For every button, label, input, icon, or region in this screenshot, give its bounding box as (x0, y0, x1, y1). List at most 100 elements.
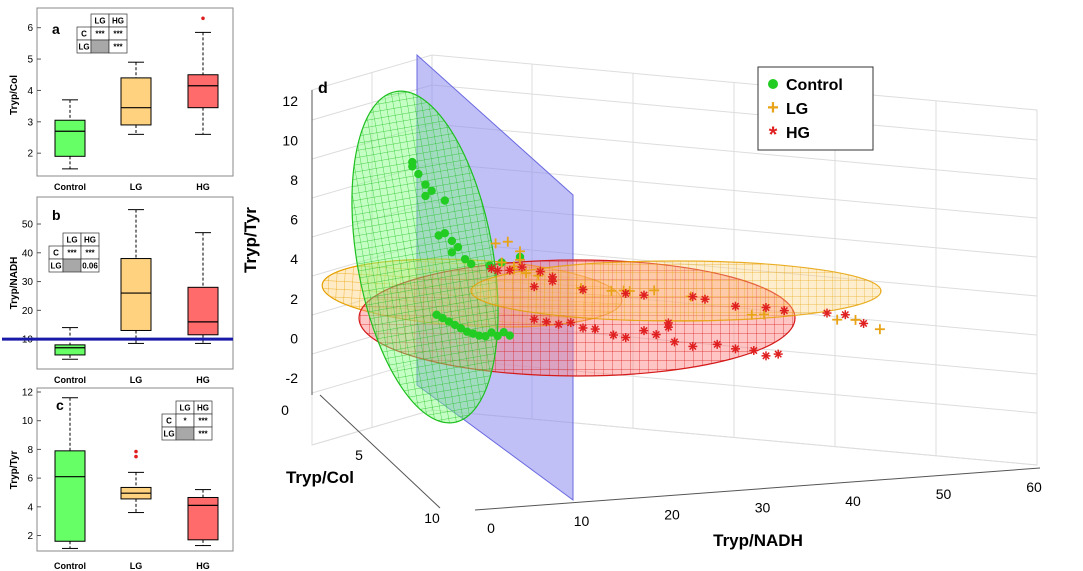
sig-row-label: C (81, 30, 87, 39)
point-hg (700, 294, 710, 304)
x-tick-label: 60 (1026, 479, 1042, 495)
point-control (447, 236, 457, 246)
panel-a-x-ticks: Control LG HG (54, 182, 210, 192)
sig-cell-value: *** (85, 249, 95, 258)
legend-label-control: Control (786, 77, 843, 94)
point-hg (505, 265, 515, 275)
point-hg (688, 292, 698, 302)
box-control (54, 450, 86, 542)
point-control (460, 254, 470, 264)
sig-cell-value: *** (95, 30, 105, 39)
point-hg (541, 317, 551, 327)
panel-b-x-ticks: Control LG HG (54, 375, 210, 385)
point-lg (490, 238, 501, 249)
legend-marker-lg: + (767, 97, 779, 119)
panel-c-ylabel: Tryp/Tyr (9, 451, 20, 490)
panel-d-y-ticks: 0 5 10 (281, 402, 440, 526)
box-lg (120, 77, 152, 126)
point-hg (639, 326, 649, 336)
panel-d-ellipsoid-lg-front (470, 260, 882, 322)
legend-label-hg: HG (786, 125, 810, 142)
x-tick-label: 40 (845, 493, 861, 509)
panel-a-ylabel: Tryp/Col (9, 75, 20, 115)
point-hg (548, 276, 557, 286)
sig-header-label: LG (94, 17, 105, 26)
panel-d-xlabel: Tryp/NADH (713, 531, 803, 550)
point-hg (749, 345, 759, 355)
y-tick-label: 5 (355, 447, 363, 463)
point-control (453, 242, 463, 252)
point-lg (502, 236, 513, 247)
point-hg (712, 339, 722, 349)
y-tick-label: 4 (27, 502, 33, 513)
panel-b-boxes (54, 209, 219, 360)
point-lg (533, 270, 544, 281)
panel-d-axes (311, 90, 1041, 511)
legend-marker-control (768, 79, 778, 89)
sig-header-label: LG (179, 404, 190, 413)
point-lg (521, 268, 532, 279)
point-hg (590, 324, 600, 334)
point-lg (746, 309, 757, 320)
legend-box (757, 66, 874, 151)
sig-header-label: HG (197, 404, 209, 413)
point-control (438, 313, 447, 323)
x-tick-label: 10 (574, 513, 590, 529)
sig-cell-value: *** (113, 30, 123, 39)
z-tick-label: 2 (290, 291, 298, 307)
point-hg (651, 330, 661, 340)
panel-d-ylabel: Tryp/Col (286, 468, 354, 487)
point-lg (515, 246, 525, 257)
panel-c-x-ticks: Control LG HG (54, 561, 210, 571)
panel-c-letter: c (56, 397, 64, 413)
point-control (481, 332, 490, 341)
x-tick-label: HG (196, 182, 210, 192)
point-control (414, 169, 423, 179)
panel-d-letter: d (318, 80, 328, 97)
panel-d-zlabel: Tryp/Tyr (241, 207, 260, 273)
point-lg (496, 257, 507, 268)
z-tick-label: 12 (282, 93, 298, 109)
panel-d-z-ticks: -2 0 2 4 6 8 10 12 (282, 93, 298, 386)
z-tick-label: 10 (282, 132, 298, 148)
point-hg (822, 308, 832, 318)
sig-cell (193, 426, 213, 441)
sig-row-label: LG (163, 430, 174, 439)
sig-cell-value: * (183, 417, 187, 426)
z-tick-label: 4 (290, 251, 298, 267)
x-tick-label: LG (130, 182, 143, 192)
sig-cell-value: *** (198, 430, 208, 439)
point-hg (859, 318, 869, 328)
box-hg (187, 74, 219, 109)
point-hg (639, 290, 649, 300)
x-tick-label: Control (54, 375, 86, 385)
point-hg (529, 282, 539, 292)
point-control (408, 162, 417, 171)
point-control (493, 331, 502, 341)
point-hg (840, 310, 850, 320)
sig-cell (175, 426, 195, 441)
point-control (487, 328, 496, 337)
point-hg (578, 323, 588, 333)
x-tick-label: 30 (755, 500, 771, 516)
point-control (427, 186, 436, 196)
x-tick-label: Control (54, 182, 86, 192)
point-hg (493, 266, 503, 276)
point-control (432, 310, 441, 319)
x-tick-label: 0 (487, 520, 495, 536)
point-hg (731, 344, 740, 354)
box-control (54, 119, 86, 157)
point-hg (535, 267, 545, 277)
point-hg (761, 351, 771, 361)
z-tick-label: 6 (290, 212, 298, 228)
point-control (444, 317, 453, 326)
box-control (54, 344, 86, 356)
point-lg (649, 285, 660, 296)
y-tick-label: 2 (27, 531, 33, 542)
point-hg (779, 306, 789, 316)
point-hg (578, 285, 588, 295)
point-control (456, 324, 466, 333)
legend-marker-hg: * (769, 122, 778, 147)
